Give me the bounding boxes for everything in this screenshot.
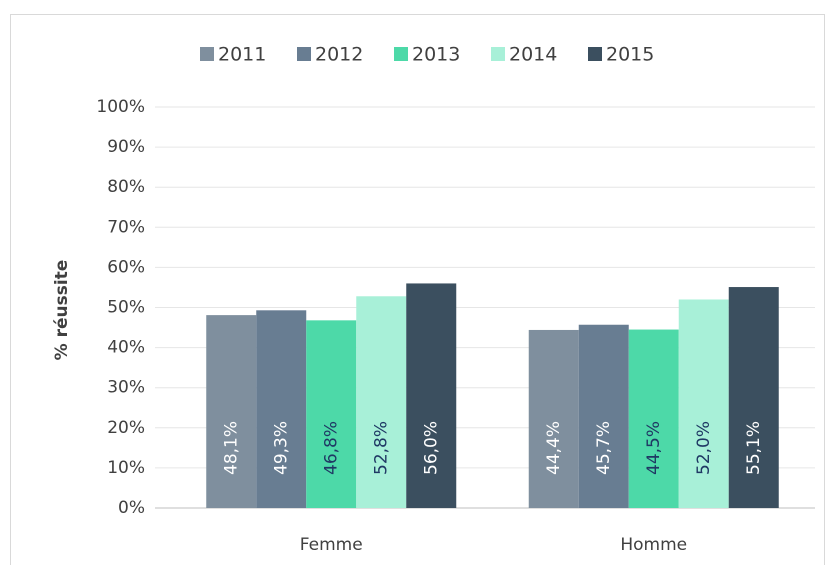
data-label: 48,1% [221,421,241,475]
bar [678,299,729,508]
y-tick-label: 90% [107,137,145,157]
legend-swatch [491,47,505,61]
chart-border [10,14,825,565]
legend-swatch [588,47,602,61]
y-tick-label: 70% [107,217,145,237]
bar [528,329,579,508]
bar [728,287,779,508]
data-label: 45,7% [594,421,614,475]
bar [306,320,357,508]
data-label: 55,1% [744,421,764,475]
legend-swatch [394,47,408,61]
legend-label: 2014 [509,44,557,66]
legend-swatch [297,47,311,61]
bar [628,329,679,508]
legend-label: 2012 [315,44,363,66]
data-label: 44,4% [544,421,564,475]
x-tick-label: Homme [620,535,687,555]
legend-swatch [200,47,214,61]
bar [206,315,257,508]
data-label: 52,8% [371,421,391,475]
y-tick-label: 40% [107,338,145,358]
data-label: 52,0% [694,421,714,475]
legend-label: 2011 [218,44,266,66]
y-tick-label: 10% [107,458,145,478]
bar [578,324,629,508]
y-tick-label: 50% [107,298,145,318]
bar [406,283,457,508]
legend-label: 2015 [606,44,654,66]
y-tick-label: 20% [107,418,145,438]
bar [356,296,407,508]
y-tick-label: 80% [107,177,145,197]
data-label: 49,3% [271,421,291,475]
y-tick-label: 30% [107,378,145,398]
data-label: 46,8% [321,421,341,475]
y-axis-title: % réussite [52,260,72,361]
y-tick-label: 0% [118,498,145,518]
x-tick-label: Femme [300,535,363,555]
y-tick-label: 100% [96,97,145,117]
bar [256,310,307,508]
data-label: 44,5% [644,421,664,475]
legend-label: 2013 [412,44,460,66]
data-label: 56,0% [421,421,441,475]
y-tick-label: 60% [107,257,145,277]
